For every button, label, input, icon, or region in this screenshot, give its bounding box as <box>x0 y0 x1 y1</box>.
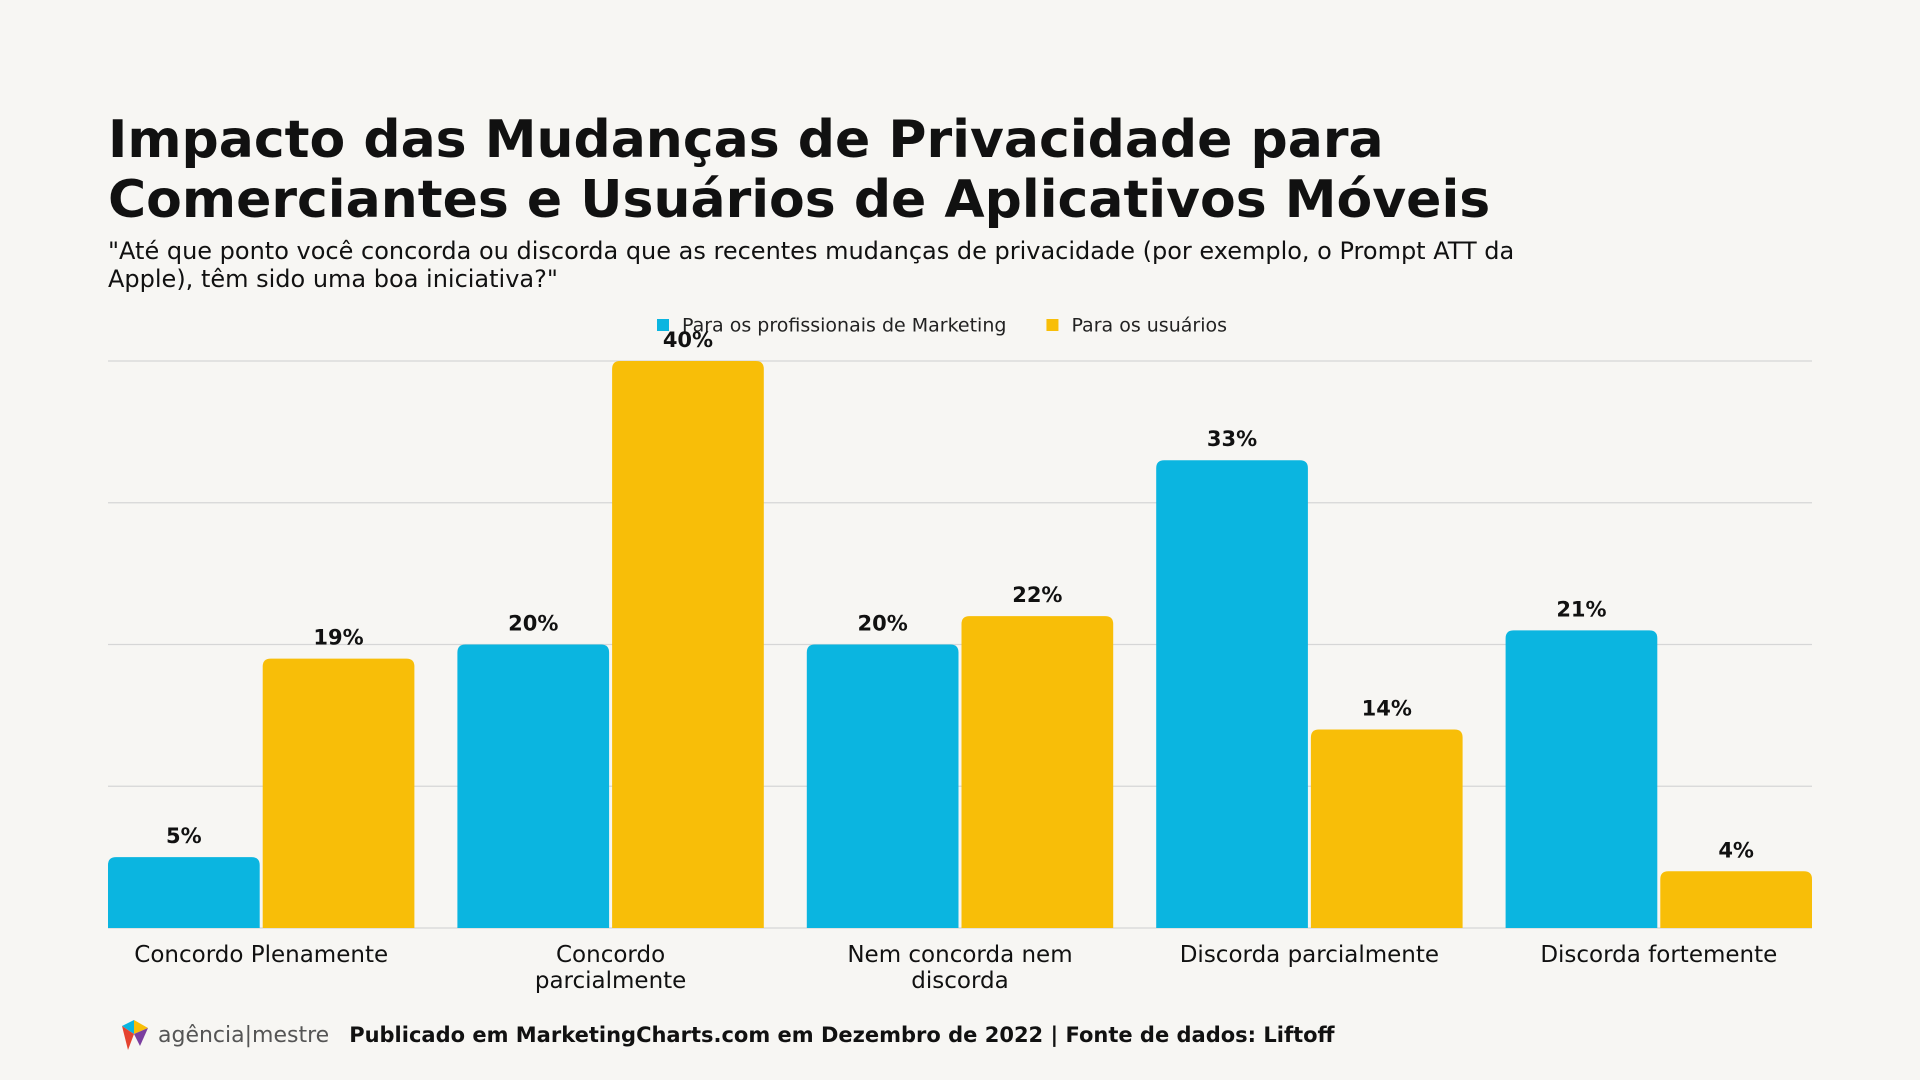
legend-label: Para os profissionais de Marketing <box>682 315 1006 337</box>
bar <box>806 644 959 928</box>
value-label: 40% <box>663 328 713 352</box>
value-label: 5% <box>166 824 202 848</box>
bar <box>1505 630 1658 928</box>
logo: agência|mestre <box>118 1016 329 1054</box>
bar <box>1310 729 1463 928</box>
logo-text: agência|mestre <box>158 1022 330 1048</box>
bar <box>1156 460 1308 928</box>
bar <box>612 361 764 928</box>
x-tick-label: Concordo Plenamente <box>134 942 389 968</box>
source-note: Publicado em MarketingCharts.com em Deze… <box>349 1023 1335 1047</box>
value-label: 20% <box>858 612 908 636</box>
bar <box>262 658 415 928</box>
bar <box>961 616 1114 928</box>
bar <box>1660 871 1812 928</box>
legend: Para os profissionais de Marketing Para o… <box>657 315 1227 337</box>
value-label: 21% <box>1556 597 1606 621</box>
chart-title: Impacto das Mudanças de Privacidade para… <box>108 110 1491 230</box>
logo-icon <box>122 1020 148 1050</box>
value-label: 19% <box>313 626 363 650</box>
x-tick-label: Discorda parcialmente <box>1179 942 1440 968</box>
legend-label: Para os usuários <box>1071 315 1227 337</box>
bar <box>108 857 260 928</box>
x-tick-label: Discorda fortemente <box>1540 942 1778 968</box>
footer: agência|mestre Publicado em MarketingCha… <box>118 1016 1335 1054</box>
value-label: 22% <box>1012 583 1062 607</box>
bar <box>457 644 610 928</box>
legend-swatch <box>657 319 669 331</box>
value-label: 33% <box>1207 427 1257 451</box>
value-label: 20% <box>508 612 558 636</box>
value-label: 14% <box>1362 697 1412 721</box>
value-label: 4% <box>1718 838 1754 862</box>
x-tick-label: Nem concorda nem discorda <box>847 942 1073 994</box>
chart-subtitle: "Até que ponto você concorda ou discorda… <box>108 237 1515 293</box>
legend-swatch <box>1046 319 1059 331</box>
x-tick-label: Concordo parcialmente <box>534 942 687 994</box>
